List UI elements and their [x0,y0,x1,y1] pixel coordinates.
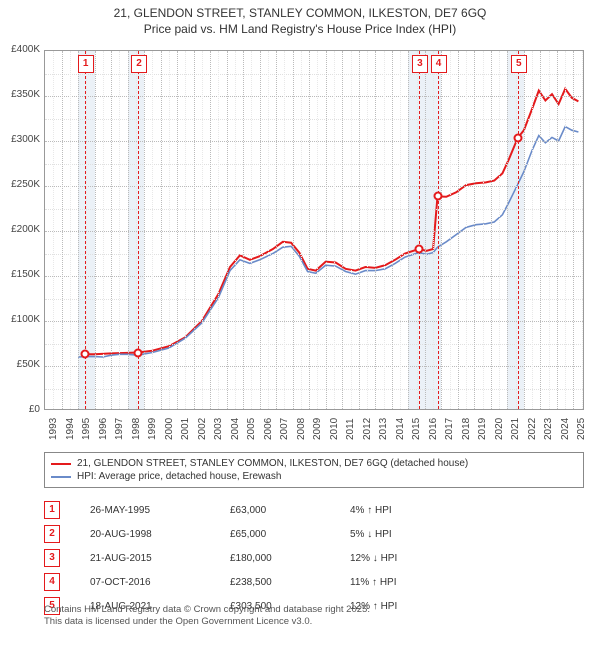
sale-badge: 1 [44,501,60,519]
sale-marker [513,133,522,142]
x-axis-label: 2002 [197,418,208,440]
sale-flag: 2 [131,55,147,73]
x-axis-label: 2021 [510,418,521,440]
y-axis-label: £0 [0,404,40,415]
x-axis-label: 1994 [65,418,76,440]
legend-label-2: HPI: Average price, detached house, Erew… [77,471,281,482]
y-axis-label: £250K [0,179,40,190]
chart-svg [45,51,583,409]
sales-table: 126-MAY-1995£63,0004% ↑ HPI220-AUG-1998£… [44,498,584,618]
x-axis-label: 2011 [345,418,356,440]
y-axis-label: £200K [0,224,40,235]
x-axis-label: 2025 [576,418,587,440]
footer-text: Contains HM Land Registry data © Crown c… [44,604,584,629]
legend-box: 21, GLENDON STREET, STANLEY COMMON, ILKE… [44,452,584,488]
x-axis-label: 2007 [279,418,290,440]
x-axis-label: 1996 [98,418,109,440]
x-axis-label: 2022 [527,418,538,440]
sale-pct: 4% ↑ HPI [350,505,470,516]
sale-date: 21-AUG-2015 [90,553,230,564]
sale-flag: 5 [511,55,527,73]
x-axis-label: 2006 [263,418,274,440]
sale-date: 20-AUG-1998 [90,529,230,540]
x-axis-label: 2017 [444,418,455,440]
legend-swatch-2 [51,476,71,478]
x-axis-label: 2005 [246,418,257,440]
sale-date: 07-OCT-2016 [90,577,230,588]
footer-line-1: Contains HM Land Registry data © Crown c… [44,604,584,616]
x-axis-label: 2016 [428,418,439,440]
table-row: 4 07-OCT-2016£238,50011% ↑ HPI [44,570,584,594]
x-axis-label: 2010 [329,418,340,440]
table-row: 3 21-AUG-2015£180,00012% ↓ HPI [44,546,584,570]
sale-pct: 11% ↑ HPI [350,577,470,588]
chart-plot-area: 1 2 34 5 [44,50,584,410]
sale-badge: 3 [44,549,60,567]
sale-pct: 12% ↓ HPI [350,553,470,564]
x-axis-label: 2012 [362,418,373,440]
y-axis-label: £150K [0,269,40,280]
x-axis-label: 2024 [560,418,571,440]
x-axis-label: 2013 [378,418,389,440]
sale-price: £63,000 [230,505,350,516]
sale-flag: 3 [412,55,428,73]
sale-price: £238,500 [230,577,350,588]
sale-pct: 5% ↓ HPI [350,529,470,540]
x-axis-label: 2000 [164,418,175,440]
sale-marker [433,192,442,201]
x-axis-label: 2019 [477,418,488,440]
legend-row-2: HPI: Average price, detached house, Erew… [51,470,577,483]
table-row: 2 20-AUG-1998£65,0005% ↓ HPI [44,522,584,546]
x-axis-label: 1995 [81,418,92,440]
sale-badge: 4 [44,573,60,591]
sale-flag: 1 [78,55,94,73]
x-axis-label: 1993 [48,418,59,440]
sale-marker [414,245,423,254]
x-axis-label: 2004 [230,418,241,440]
sale-marker [133,348,142,357]
chart-title: 21, GLENDON STREET, STANLEY COMMON, ILKE… [0,0,600,37]
legend-swatch-1 [51,463,71,465]
legend-row-1: 21, GLENDON STREET, STANLEY COMMON, ILKE… [51,457,577,470]
x-axis-label: 2001 [180,418,191,440]
x-axis-label: 2003 [213,418,224,440]
footer-line-2: This data is licensed under the Open Gov… [44,616,584,628]
title-line-1: 21, GLENDON STREET, STANLEY COMMON, ILKE… [10,6,590,22]
x-axis-label: 1997 [114,418,125,440]
y-axis-label: £350K [0,89,40,100]
series-price_paid [85,89,579,355]
x-axis-label: 2023 [543,418,554,440]
sale-badge: 2 [44,525,60,543]
sale-date: 26-MAY-1995 [90,505,230,516]
y-axis-label: £300K [0,134,40,145]
x-axis-label: 1999 [147,418,158,440]
title-line-2: Price paid vs. HM Land Registry's House … [10,22,590,38]
x-axis-label: 2018 [461,418,472,440]
y-axis-label: £50K [0,359,40,370]
x-axis-label: 2020 [494,418,505,440]
x-axis-label: 2008 [296,418,307,440]
table-row: 1 26-MAY-1995£63,0004% ↑ HPI [44,498,584,522]
sale-marker [80,350,89,359]
x-axis-label: 2015 [411,418,422,440]
y-axis-label: £100K [0,314,40,325]
legend-label-1: 21, GLENDON STREET, STANLEY COMMON, ILKE… [77,458,468,469]
x-axis-label: 2009 [312,418,323,440]
sale-flag: 4 [431,55,447,73]
sale-price: £65,000 [230,529,350,540]
x-axis-label: 2014 [395,418,406,440]
x-axis-label: 1998 [131,418,142,440]
y-axis-label: £400K [0,44,40,55]
sale-price: £180,000 [230,553,350,564]
